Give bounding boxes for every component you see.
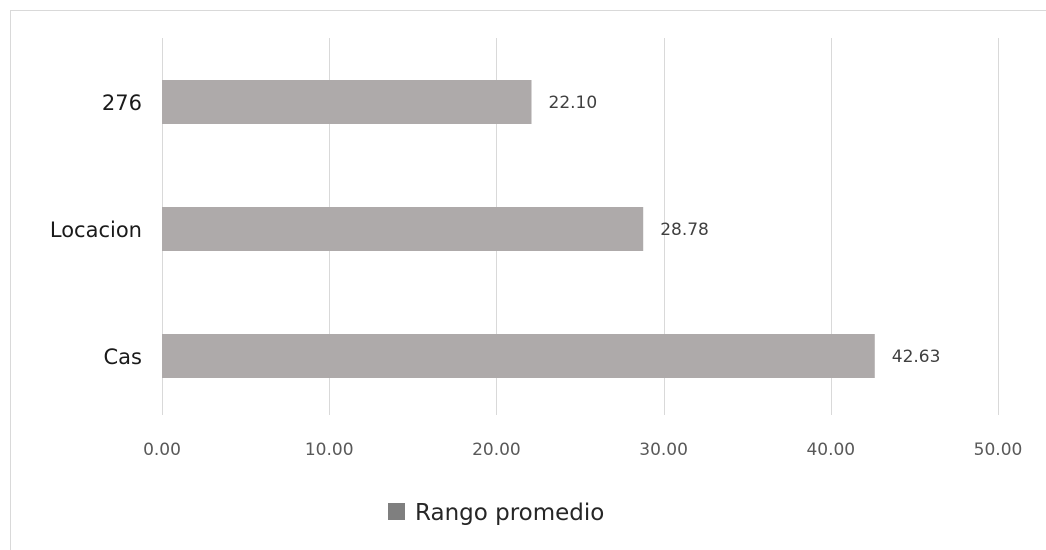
x-axis-tick-labels: 0.00 10.00 20.00 30.00 40.00 50.00	[143, 440, 1022, 460]
category-label: 276	[102, 91, 142, 115]
x-tick-label: 20.00	[472, 440, 521, 460]
bars	[162, 80, 875, 378]
chart-frame	[10, 10, 1046, 550]
bar	[162, 334, 875, 378]
x-tick-label: 10.00	[305, 440, 354, 460]
category-label: Cas	[104, 345, 142, 369]
data-labels: 22.10 28.78 42.63	[549, 93, 941, 367]
category-labels: 276 Locacion Cas	[50, 91, 142, 369]
bar	[162, 207, 644, 251]
legend-swatch	[388, 503, 405, 520]
x-tick-label: 30.00	[639, 440, 688, 460]
x-tick-label: 0.00	[143, 440, 181, 460]
bar	[162, 80, 532, 124]
x-tick-label: 50.00	[974, 440, 1023, 460]
data-label: 28.78	[660, 220, 709, 240]
x-tick-label: 40.00	[806, 440, 855, 460]
legend: Rango promedio	[388, 500, 604, 526]
data-label: 22.10	[549, 93, 598, 113]
data-label: 42.63	[892, 347, 941, 367]
category-label: Locacion	[50, 218, 142, 242]
legend-label: Rango promedio	[415, 500, 604, 526]
